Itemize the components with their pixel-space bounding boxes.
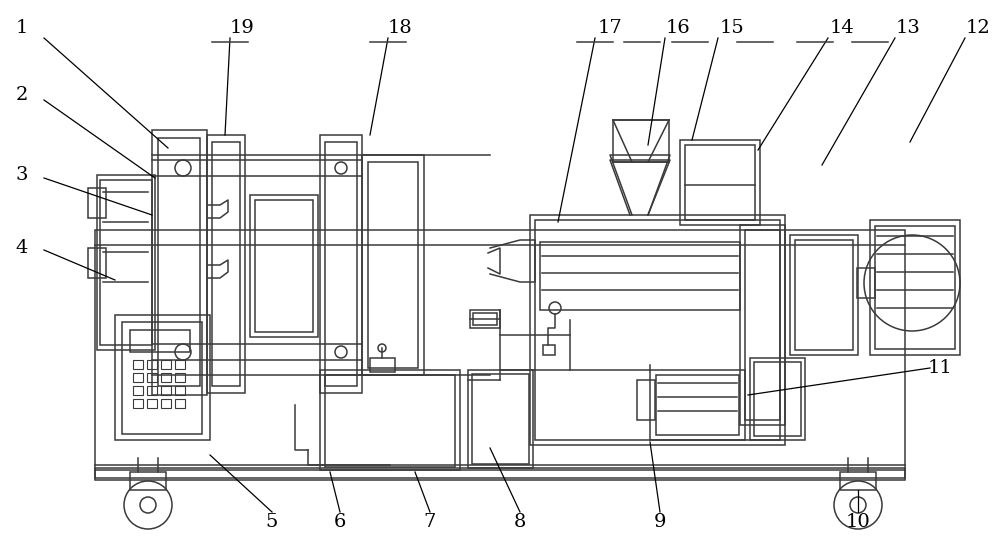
Bar — [650, 370, 745, 440]
Bar — [175, 373, 185, 382]
Bar — [875, 226, 955, 349]
Text: 18: 18 — [388, 19, 412, 37]
Text: 16: 16 — [666, 19, 690, 37]
Bar — [88, 188, 106, 218]
Text: 4: 4 — [16, 239, 28, 257]
Bar — [130, 472, 166, 490]
Text: 5: 5 — [266, 513, 278, 531]
Text: 3: 3 — [16, 166, 28, 184]
Bar — [147, 360, 157, 369]
Bar — [161, 386, 171, 395]
Bar — [175, 360, 185, 369]
Bar — [161, 360, 171, 369]
Bar — [175, 386, 185, 395]
Bar — [100, 180, 152, 345]
Bar — [320, 135, 362, 393]
Bar — [175, 399, 185, 408]
Bar — [472, 374, 529, 464]
Bar — [115, 315, 210, 440]
Bar — [122, 322, 202, 434]
Bar — [147, 373, 157, 382]
Bar — [133, 373, 143, 382]
Text: 17: 17 — [598, 19, 622, 37]
Text: 14: 14 — [830, 19, 854, 37]
Bar — [158, 138, 200, 386]
Bar — [152, 130, 207, 395]
Text: 6: 6 — [334, 513, 346, 531]
Text: 13: 13 — [896, 19, 920, 37]
Bar — [161, 373, 171, 382]
Bar — [362, 155, 424, 375]
Bar — [250, 195, 318, 337]
Text: 10: 10 — [846, 513, 870, 531]
Bar — [543, 345, 555, 355]
Bar — [207, 135, 245, 393]
Bar — [473, 313, 497, 325]
Text: 1: 1 — [16, 19, 28, 37]
Bar — [95, 468, 905, 478]
Bar — [370, 358, 395, 372]
Text: 8: 8 — [514, 513, 526, 531]
Bar — [656, 375, 739, 435]
Text: 9: 9 — [654, 513, 666, 531]
Text: 19: 19 — [230, 19, 254, 37]
Bar — [745, 230, 780, 420]
Bar — [795, 240, 853, 350]
Bar — [130, 330, 190, 352]
Bar — [255, 200, 313, 332]
Text: 15: 15 — [720, 19, 744, 37]
Bar — [133, 386, 143, 395]
Bar — [790, 235, 858, 355]
Bar — [840, 472, 876, 490]
Bar — [161, 399, 171, 408]
Bar — [613, 120, 669, 162]
Bar — [147, 399, 157, 408]
Bar — [470, 310, 500, 328]
Text: 7: 7 — [424, 513, 436, 531]
Bar — [88, 248, 106, 278]
Text: 2: 2 — [16, 86, 28, 104]
Bar — [468, 370, 533, 468]
Bar — [320, 370, 460, 470]
Bar — [325, 142, 357, 386]
Bar — [212, 142, 240, 386]
Bar — [637, 380, 655, 420]
Text: 12: 12 — [966, 19, 990, 37]
Bar — [368, 162, 418, 368]
Text: 11: 11 — [928, 359, 952, 377]
Bar — [750, 358, 805, 440]
Bar — [147, 386, 157, 395]
Bar — [535, 220, 780, 440]
Bar — [325, 375, 455, 467]
Bar — [133, 360, 143, 369]
Bar — [740, 225, 785, 425]
Bar — [857, 268, 875, 298]
Bar — [870, 220, 960, 355]
Bar — [97, 175, 155, 350]
Bar — [754, 362, 801, 436]
Bar — [680, 140, 760, 225]
Bar — [95, 230, 905, 480]
Bar — [133, 399, 143, 408]
Bar — [540, 242, 740, 310]
Bar — [685, 145, 755, 220]
Bar — [530, 215, 785, 445]
